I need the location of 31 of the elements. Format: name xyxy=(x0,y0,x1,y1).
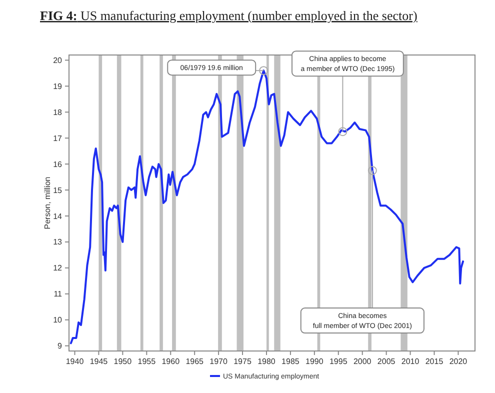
y-tick-label: 13 xyxy=(53,238,63,247)
x-tick-label: 1990 xyxy=(306,357,324,366)
x-tick-label: 1955 xyxy=(138,357,156,366)
x-tick-label: 1945 xyxy=(90,357,108,366)
x-tick-label: 2015 xyxy=(425,357,444,366)
x-tick-label: 1960 xyxy=(162,357,180,366)
chart-title: FIG 4: US manufacturing employment (number employed in the sector) xyxy=(40,8,418,23)
y-tick-label: 20 xyxy=(53,56,63,65)
x-tick-label: 1965 xyxy=(186,357,204,366)
y-tick-label: 9 xyxy=(58,342,63,351)
x-tick-label: 1985 xyxy=(282,357,300,366)
y-axis-title: Person, million xyxy=(43,176,52,230)
y-tick-label: 14 xyxy=(53,212,63,221)
x-tick-label: 2020 xyxy=(449,357,468,366)
y-tick-label: 17 xyxy=(53,134,63,143)
y-tick-label: 15 xyxy=(53,186,63,195)
y-tick-label: 18 xyxy=(53,108,63,117)
x-tick-label: 1950 xyxy=(114,357,132,366)
y-tick-label: 16 xyxy=(53,160,63,169)
y-tick-label: 12 xyxy=(53,264,63,273)
x-tick-label: 1980 xyxy=(258,357,276,366)
x-tick-label: 2000 xyxy=(353,357,372,366)
y-tick-label: 10 xyxy=(53,316,63,325)
y-tick-label: 19 xyxy=(53,82,63,91)
x-tick-label: 2005 xyxy=(377,357,396,366)
x-tick-label: 1940 xyxy=(66,357,84,366)
x-tick-label: 2010 xyxy=(401,357,420,366)
x-tick-label: 1995 xyxy=(329,357,348,366)
x-tick-label: 1975 xyxy=(234,357,252,366)
x-tick-label: 1970 xyxy=(210,357,228,366)
y-tick-label: 11 xyxy=(54,290,63,299)
